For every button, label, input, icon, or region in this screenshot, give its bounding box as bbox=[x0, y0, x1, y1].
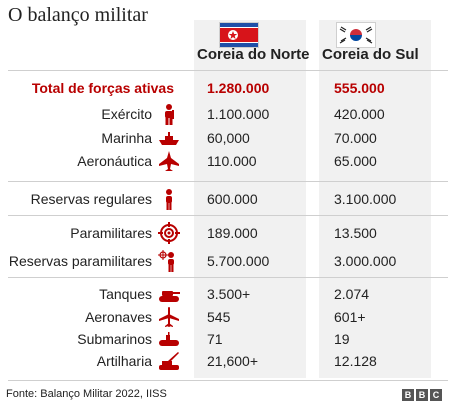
north-value: 71 bbox=[207, 331, 223, 347]
south-value: 19 bbox=[334, 331, 350, 347]
row-label: Marinha bbox=[101, 130, 152, 146]
north-value: 21,600+ bbox=[207, 353, 258, 369]
south-value: 13.500 bbox=[334, 225, 377, 241]
tank-icon bbox=[158, 283, 180, 305]
section-divider bbox=[8, 215, 448, 216]
north-value: 545 bbox=[207, 309, 231, 325]
north-value: 1.280.000 bbox=[207, 80, 270, 96]
south-value: 12.128 bbox=[334, 353, 377, 369]
south-value: 420.000 bbox=[334, 106, 385, 122]
row-label: Aeronaves bbox=[85, 309, 152, 325]
section-divider bbox=[8, 277, 448, 278]
row-label: Exército bbox=[101, 106, 152, 122]
row-label: Paramilitares bbox=[70, 225, 152, 241]
target-icon bbox=[158, 222, 180, 244]
row-label: Reservas regulares bbox=[30, 191, 152, 207]
south-value: 555.000 bbox=[334, 80, 385, 96]
south-value: 3.000.000 bbox=[334, 253, 397, 269]
north-value: 600.000 bbox=[207, 191, 258, 207]
south-value: 601+ bbox=[334, 309, 366, 325]
south-value: 65.000 bbox=[334, 153, 377, 169]
bbc-logo: B B C bbox=[402, 389, 442, 401]
header-divider bbox=[8, 70, 448, 71]
row-label: Artilharia bbox=[96, 353, 152, 369]
south-korea-flag-icon bbox=[336, 22, 376, 48]
south-value: 3.100.000 bbox=[334, 191, 397, 207]
source-note: Fonte: Balanço Militar 2022, IISS bbox=[6, 388, 167, 400]
north-column-background bbox=[194, 20, 306, 378]
aircraft-icon bbox=[158, 306, 180, 328]
soldier-icon bbox=[158, 103, 180, 125]
north-value: 189.000 bbox=[207, 225, 258, 241]
south-value: 70.000 bbox=[334, 130, 377, 146]
page-title: O balanço militar bbox=[8, 4, 148, 26]
row-label: Aeronáutica bbox=[77, 153, 152, 169]
row-label: Total de forças ativas bbox=[31, 80, 174, 96]
reservist-icon bbox=[158, 188, 180, 210]
row-label: Submarinos bbox=[77, 331, 152, 347]
fighter-jet-icon bbox=[158, 150, 180, 172]
footer-divider bbox=[8, 380, 448, 381]
row-label: Tanques bbox=[99, 286, 152, 302]
bbc-logo-letter: B bbox=[416, 389, 428, 401]
north-value: 60,000 bbox=[207, 130, 250, 146]
south-column-header: Coreia do Sul bbox=[322, 46, 419, 63]
north-value: 110.000 bbox=[207, 153, 257, 169]
north-value: 5.700.000 bbox=[207, 253, 270, 269]
bbc-logo-letter: C bbox=[430, 389, 442, 401]
ship-icon bbox=[158, 127, 180, 149]
north-value: 1.100.000 bbox=[207, 106, 270, 122]
submarine-icon bbox=[158, 328, 180, 350]
row-label: Reservas paramilitares bbox=[8, 253, 152, 269]
section-divider bbox=[8, 181, 448, 182]
north-korea-flag-icon bbox=[219, 22, 259, 48]
paramilitary-reserve-icon bbox=[158, 250, 180, 272]
artillery-icon bbox=[158, 350, 180, 372]
bbc-logo-letter: B bbox=[402, 389, 414, 401]
south-column-background bbox=[319, 20, 431, 378]
north-column-header: Coreia do Norte bbox=[197, 46, 310, 63]
north-value: 3.500+ bbox=[207, 286, 251, 302]
south-value: 2.074 bbox=[334, 286, 370, 302]
